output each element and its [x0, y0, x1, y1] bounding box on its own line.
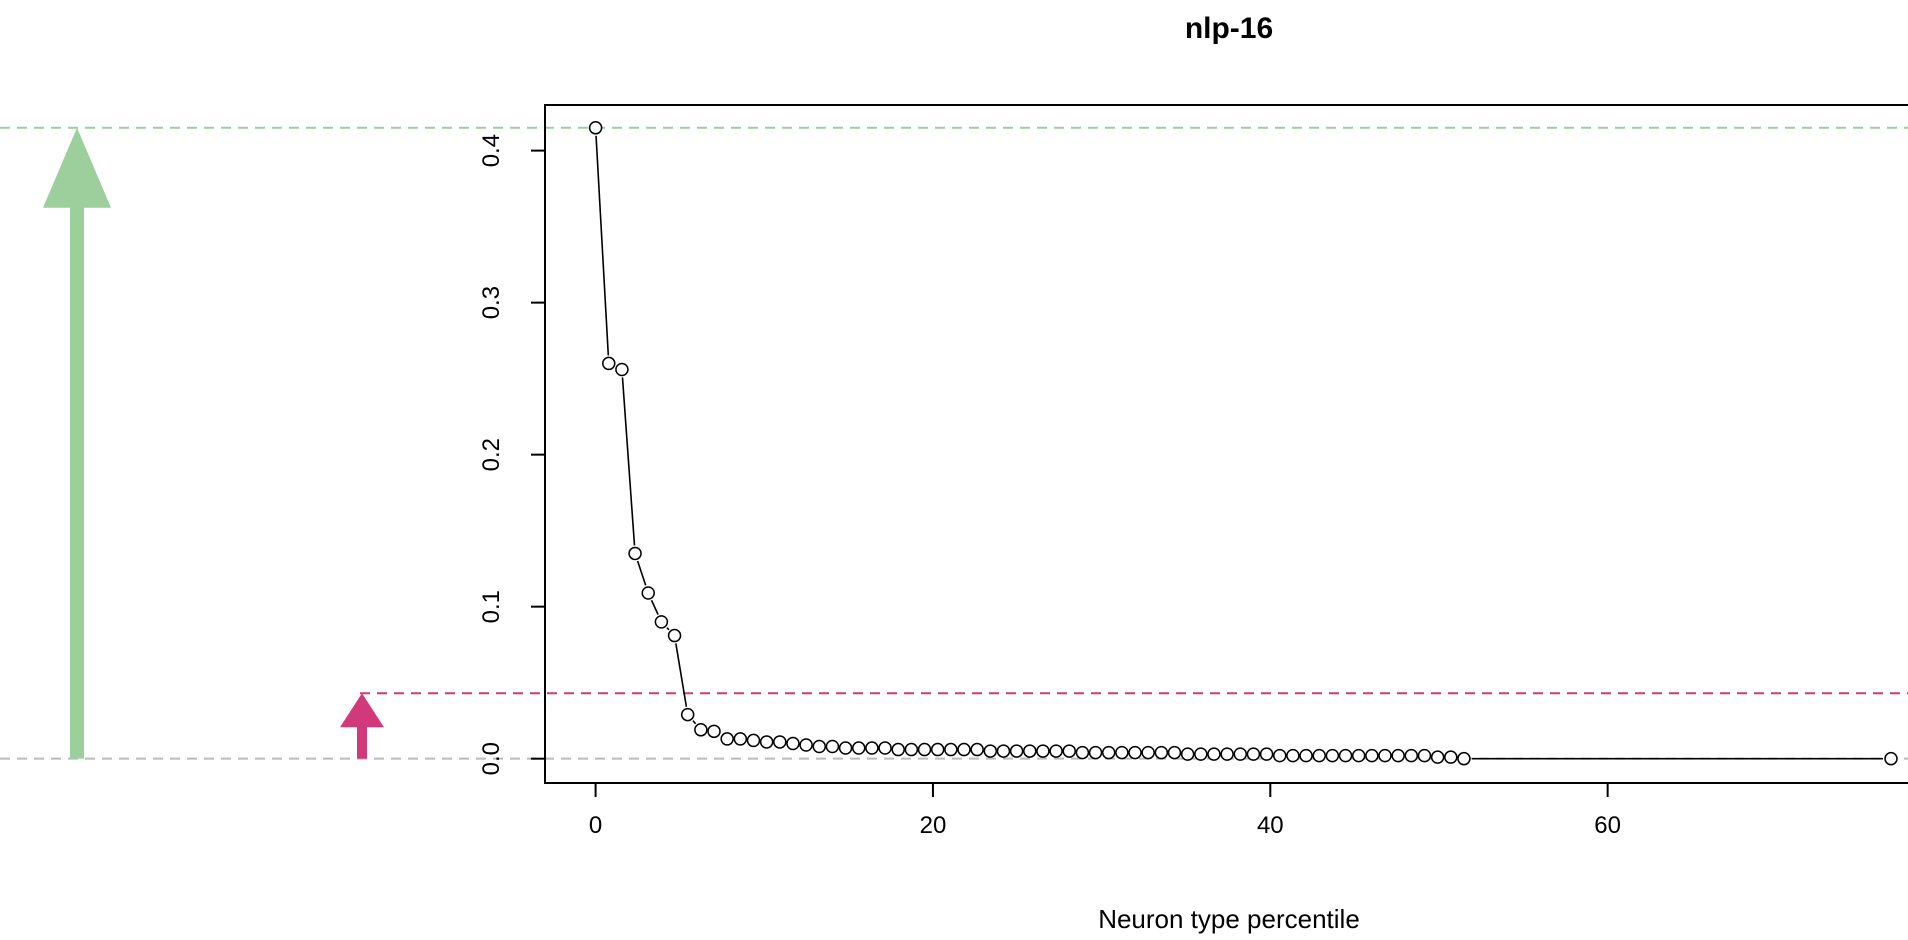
data-point-30	[983, 744, 998, 758]
data-point-63	[1417, 748, 1432, 763]
data-point-54	[1299, 748, 1313, 763]
x-tick-label-20: 20	[920, 812, 947, 839]
series-segment-3	[636, 560, 647, 586]
y-tick-label-0.4: 0.4	[478, 134, 505, 167]
annotation-arrows	[43, 127, 384, 759]
x-tick-label-60: 60	[1594, 812, 1621, 839]
series-segment-5	[666, 627, 670, 631]
data-point-14	[773, 735, 787, 749]
data-point-62	[1404, 748, 1419, 763]
data-point-4	[641, 586, 655, 600]
data-point-67	[1884, 751, 1898, 766]
data-point-38	[1088, 745, 1103, 760]
x-axis: 0 20 40 60	[589, 783, 1621, 839]
data-point-66	[1457, 751, 1471, 766]
data-point-41	[1128, 745, 1142, 760]
data-point-55	[1312, 748, 1326, 763]
data-point-45	[1180, 747, 1195, 761]
data-point-15	[786, 736, 800, 751]
series-segment-4	[650, 599, 659, 615]
data-point-6	[667, 628, 682, 643]
data-point-16	[799, 738, 813, 752]
reference-lines	[0, 126, 1908, 760]
data-point-58	[1351, 748, 1366, 763]
data-point-21	[865, 741, 879, 755]
x-tick-label-0: 0	[589, 812, 602, 839]
data-point-36	[1062, 744, 1076, 758]
data-point-22	[878, 741, 892, 755]
data-point-40	[1115, 745, 1129, 760]
data-point-37	[1075, 745, 1090, 760]
data-point-25	[917, 742, 932, 757]
data-point-10	[720, 732, 734, 746]
arrow-head-1	[340, 693, 384, 728]
data-point-24	[904, 742, 919, 757]
data-point-47	[1207, 747, 1221, 761]
x-tick-label-40: 40	[1257, 812, 1284, 839]
data-point-5	[654, 615, 669, 629]
series-segment-7	[692, 720, 697, 725]
series-segment-2	[621, 377, 636, 546]
data-point-2	[615, 362, 629, 377]
data-point-34	[1036, 744, 1050, 758]
arrow-shaft-1	[357, 725, 367, 759]
y-tick-label-0: 0.0	[478, 742, 505, 775]
data-point-46	[1194, 747, 1208, 761]
data-point-35	[1049, 744, 1063, 758]
data-point-19	[838, 741, 853, 755]
y-tick-label-0.1: 0.1	[478, 590, 505, 623]
y-axis: 0.0 0.1 0.2 0.3 0.4	[478, 134, 545, 775]
data-point-17	[812, 739, 827, 754]
data-point-65	[1444, 750, 1458, 764]
data-point-39	[1101, 745, 1116, 760]
data-point-1	[602, 356, 616, 371]
data-point-60	[1378, 748, 1392, 763]
data-point-3	[628, 546, 642, 561]
data-point-32	[1009, 744, 1024, 758]
data-point-49	[1233, 747, 1248, 761]
data-point-28	[957, 742, 971, 757]
series-segment-6	[675, 643, 688, 707]
data-point-33	[1023, 744, 1037, 758]
x-axis-label: Neuron type percentile	[1098, 904, 1360, 934]
data-point-61	[1391, 748, 1405, 763]
data-point-11	[733, 732, 748, 746]
plot-frame	[544, 104, 1908, 784]
data-point-59	[1365, 748, 1379, 763]
data-point-13	[759, 735, 774, 749]
data-point-23	[891, 742, 905, 757]
data-point-42	[1141, 745, 1155, 760]
data-point-56	[1325, 748, 1340, 763]
data-point-48	[1220, 747, 1234, 761]
arrow-head-0	[43, 127, 111, 208]
chart-title: nlp-16	[1185, 12, 1273, 45]
data-point-29	[970, 742, 984, 757]
data-point-43	[1154, 745, 1169, 760]
series-segment-0	[595, 135, 610, 356]
data-point-53	[1286, 748, 1300, 763]
data-point-64	[1430, 750, 1445, 764]
data-point-50	[1246, 747, 1261, 761]
data-point-27	[944, 742, 958, 757]
arrow-shaft-0	[70, 205, 84, 759]
data-point-18	[825, 739, 840, 754]
data-point-31	[996, 744, 1011, 758]
data-point-51	[1259, 747, 1274, 761]
data-point-9	[707, 724, 721, 739]
data-point-52	[1272, 748, 1287, 763]
y-tick-label-0.3: 0.3	[478, 286, 505, 319]
data-point-7	[680, 707, 695, 722]
data-point-57	[1338, 748, 1353, 763]
data-point-44	[1167, 745, 1182, 760]
data-point-12	[746, 733, 761, 748]
data-point-20	[851, 741, 866, 755]
data-point-0	[588, 121, 603, 135]
data-point-8	[694, 723, 708, 737]
data-point-26	[930, 742, 945, 757]
data-series	[588, 121, 1898, 766]
y-tick-label-0.2: 0.2	[478, 438, 505, 471]
